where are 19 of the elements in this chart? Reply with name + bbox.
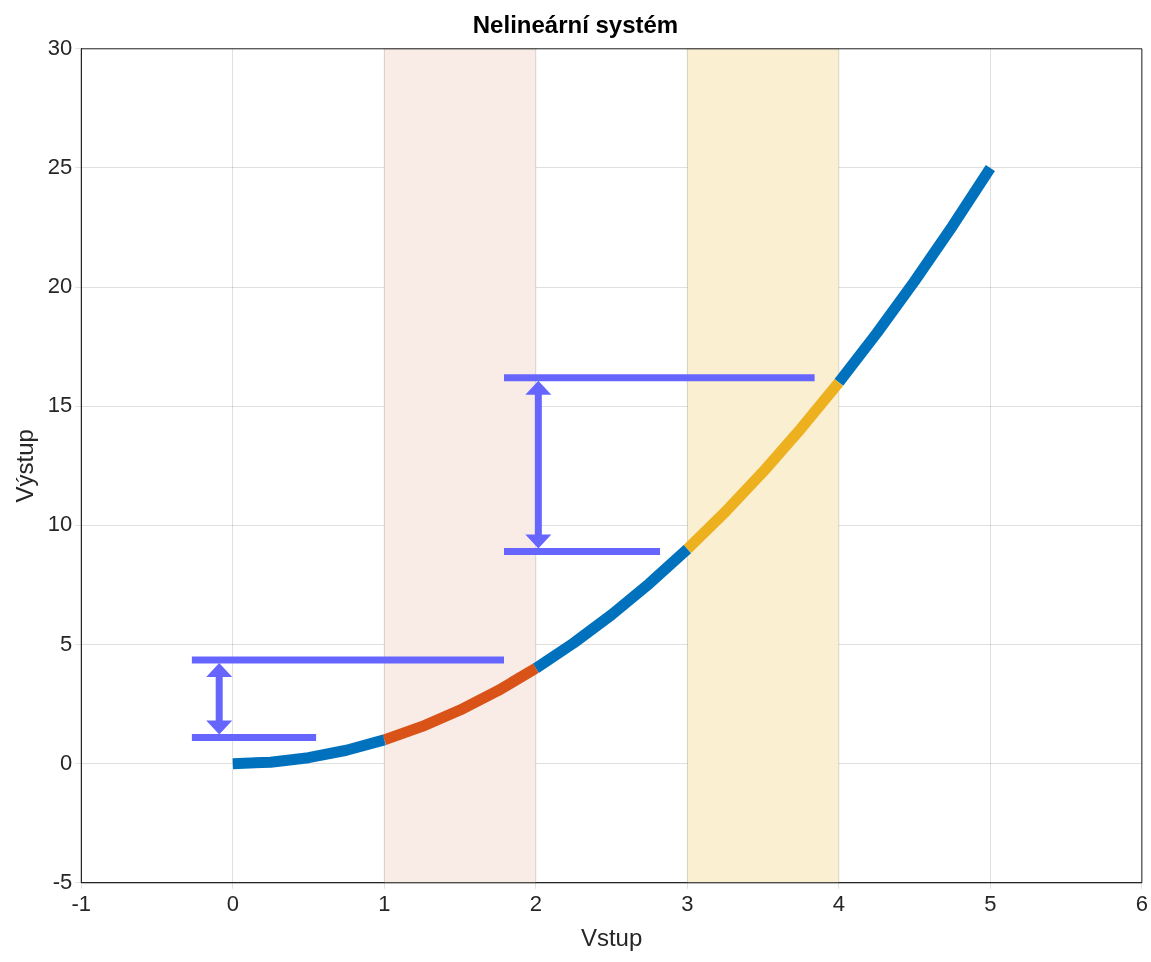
x-tick-label: 1 — [378, 891, 391, 917]
x-tick-label: 2 — [529, 891, 542, 917]
x-tick-label: 5 — [984, 891, 997, 917]
y-tick-label: 15 — [47, 392, 73, 418]
y-tick-label: 10 — [47, 511, 73, 537]
y-tick-label: 0 — [60, 749, 73, 775]
chart-title: Nelineární systém — [472, 11, 679, 39]
x-tick-label: -1 — [71, 891, 92, 917]
y-tick-label: 25 — [47, 154, 73, 180]
y-tick-label: 30 — [47, 34, 73, 60]
x-tick-label: 3 — [681, 891, 694, 917]
y-tick-label: -5 — [52, 868, 73, 894]
y-axis-title: Výstup — [11, 429, 39, 503]
x-tick-label: 4 — [832, 891, 845, 917]
x-tick-label: 0 — [226, 891, 239, 917]
x-tick-label: 6 — [1135, 891, 1149, 917]
y-tick-label: 5 — [60, 630, 73, 656]
x-axis-title: Vstup — [580, 924, 643, 952]
y-tick-label: 20 — [47, 273, 73, 299]
